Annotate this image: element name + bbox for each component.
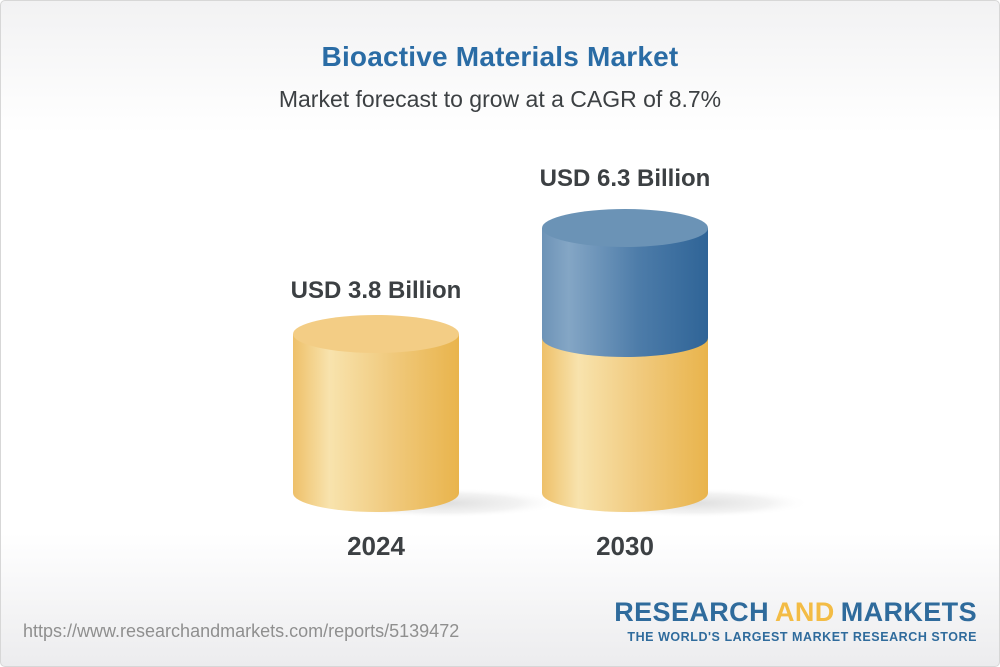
bar-2030-blue-segment — [542, 228, 708, 357]
bar-2024-top — [293, 315, 459, 353]
page-title: Bioactive Materials Market — [321, 41, 679, 72]
logo-tagline: THE WORLD'S LARGEST MARKET RESEARCH STOR… — [627, 629, 977, 644]
logo-word-and: AND — [774, 597, 835, 627]
bar-2030-top — [542, 209, 708, 247]
category-label-2030: 2030 — [596, 531, 654, 561]
bar-2030-gold-segment — [542, 338, 708, 512]
bar-2024-body — [293, 334, 459, 512]
page-subtitle: Market forecast to grow at a CAGR of 8.7… — [278, 86, 722, 112]
report-url: https://www.researchandmarkets.com/repor… — [23, 621, 460, 641]
logo-word-markets: MARKETS — [840, 597, 977, 627]
logo-word-research: RESEARCH — [614, 597, 769, 627]
logo-wordmark: RESEARCH AND MARKETS — [614, 597, 977, 628]
value-label-2024: USD 3.8 Billion — [290, 277, 462, 304]
brand-logo: RESEARCH AND MARKETS THE WORLD'S LARGEST M… — [614, 597, 977, 644]
value-label-2030: USD 6.3 Billion — [539, 165, 711, 192]
category-label-2024: 2024 — [347, 531, 405, 561]
bar-2030 — [542, 209, 708, 512]
bar-2024 — [293, 315, 459, 512]
